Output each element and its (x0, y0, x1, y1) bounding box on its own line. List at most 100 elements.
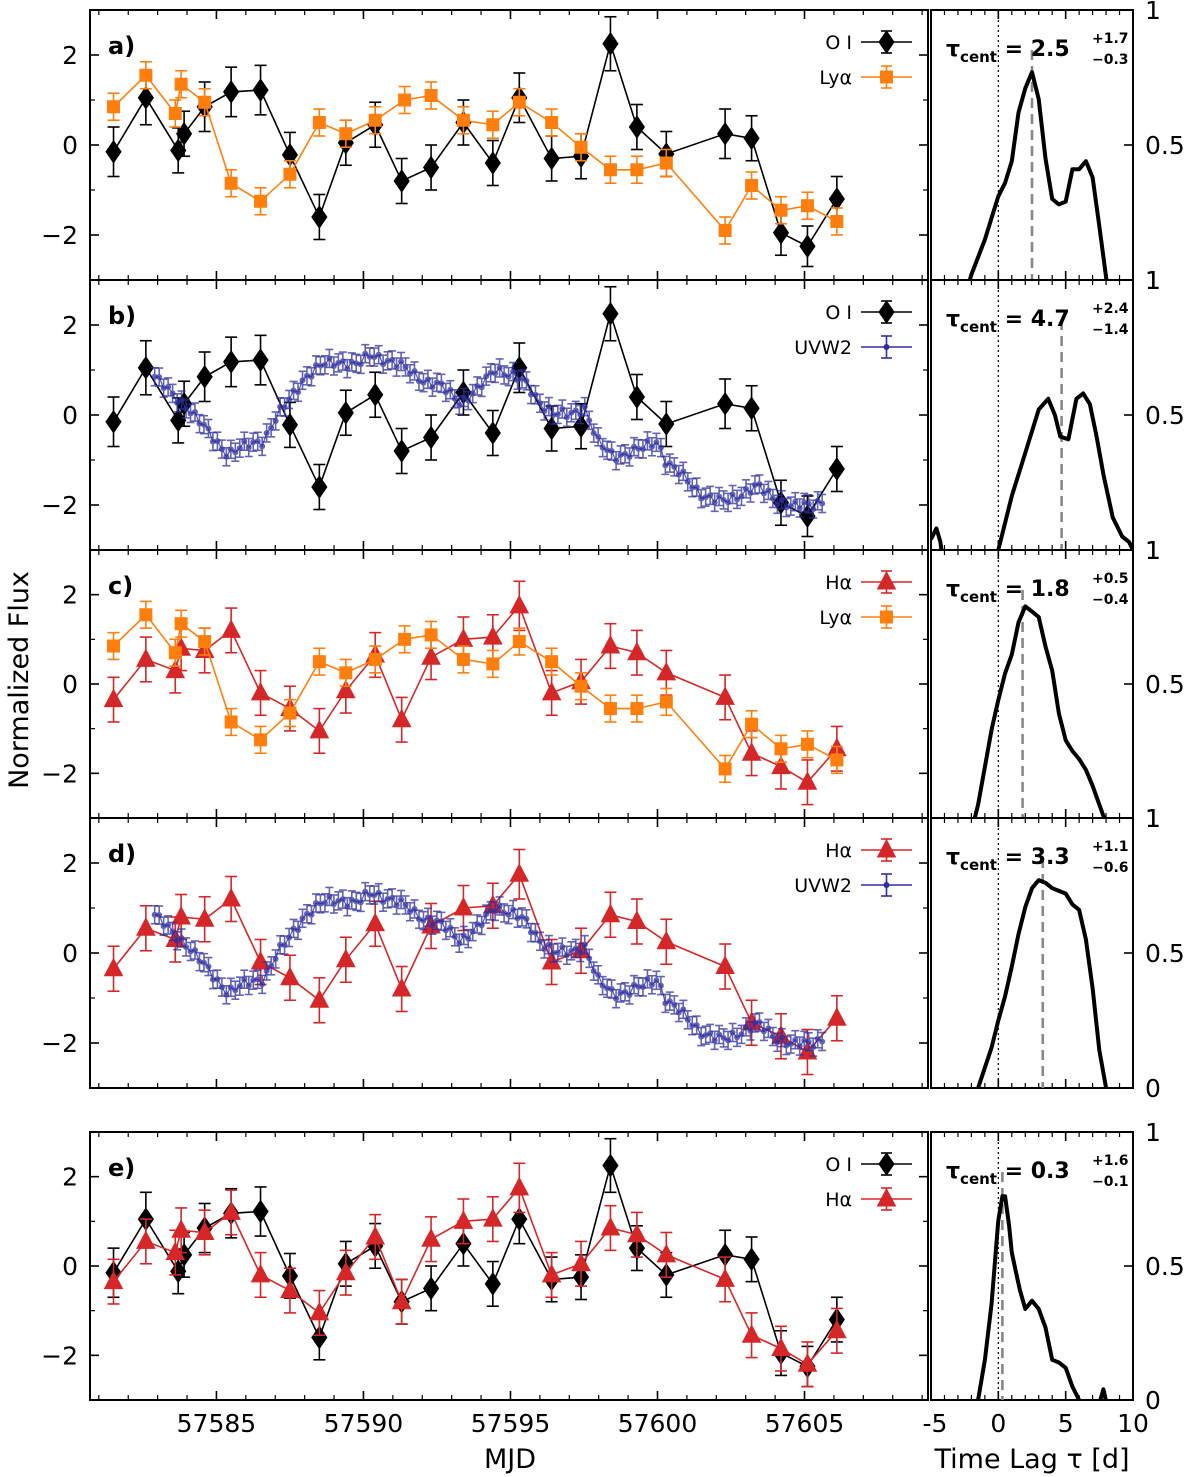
data-point (627, 629, 647, 676)
ccf-curve (972, 604, 1107, 818)
tau-annotation: τcent = 2.5 +1.7 −0.3 (946, 31, 1129, 68)
point-marker (283, 167, 297, 181)
data-point (283, 698, 297, 728)
series-group (103, 848, 847, 1076)
y-tick-label: 0 (62, 670, 78, 699)
data-point (661, 455, 670, 476)
data-point (830, 745, 844, 775)
point-marker (362, 888, 369, 895)
point-marker (787, 503, 794, 510)
point-marker (221, 887, 241, 907)
data-point (446, 379, 455, 400)
point-marker (447, 924, 454, 931)
data-point (253, 969, 262, 990)
point-marker (438, 380, 445, 387)
data-point (828, 445, 845, 493)
point-marker (648, 443, 655, 450)
point-marker (137, 355, 154, 380)
data-point (674, 464, 683, 485)
data-point (827, 1307, 847, 1354)
data-point (289, 918, 298, 939)
legend-marker (883, 882, 890, 888)
data-point (105, 396, 122, 448)
data-point (424, 620, 438, 650)
data-point (486, 649, 500, 679)
point-marker (656, 661, 677, 681)
point-marker (483, 911, 490, 918)
data-point (391, 1278, 412, 1325)
point-marker (631, 981, 638, 988)
point-marker (103, 688, 124, 708)
data-point (627, 898, 647, 945)
data-point (393, 157, 410, 205)
point-marker (603, 702, 617, 716)
point-marker (545, 116, 559, 129)
point-marker (254, 438, 261, 445)
tau-label: τcent = 4.7 (946, 307, 1070, 336)
point-marker (280, 966, 300, 986)
point-marker (550, 412, 557, 419)
point-marker (227, 984, 234, 991)
point-marker (599, 444, 606, 451)
tau-subscript: cent (960, 588, 997, 606)
data-point (558, 937, 567, 957)
point-marker (541, 945, 548, 952)
point-marker (453, 1210, 474, 1229)
point-marker (353, 360, 360, 367)
point-marker (309, 719, 330, 739)
point-marker (487, 369, 494, 376)
data-point (743, 1236, 760, 1283)
data-point (370, 347, 379, 367)
point-marker (600, 1216, 621, 1236)
tau-value: 4.7 (1031, 307, 1070, 332)
point-marker (797, 771, 818, 790)
data-point (302, 903, 311, 924)
data-point (285, 927, 294, 948)
legend-marker (876, 1187, 897, 1207)
data-point (347, 890, 356, 910)
point-marker (198, 95, 212, 109)
data-point (410, 361, 419, 381)
point-marker (720, 1034, 727, 1041)
data-point (715, 1024, 724, 1045)
point-marker (675, 1009, 682, 1016)
data-point (367, 371, 384, 419)
data-point (271, 411, 280, 431)
point-marker (483, 373, 490, 380)
data-point (800, 191, 814, 221)
data-point (741, 1312, 762, 1359)
point-marker (308, 911, 315, 918)
data-point (652, 432, 661, 453)
legend-marker (878, 30, 895, 54)
data-point (103, 676, 124, 723)
point-marker (626, 991, 633, 998)
point-marker (103, 1270, 124, 1290)
point-marker (617, 989, 624, 996)
data-point (800, 492, 809, 513)
point-marker (656, 930, 677, 950)
data-point (298, 908, 307, 929)
data-point (612, 450, 621, 471)
point-marker (666, 460, 673, 467)
data-point (311, 463, 328, 511)
point-marker (424, 914, 431, 921)
data-point (567, 403, 576, 423)
point-marker (509, 594, 530, 614)
data-point (484, 1260, 501, 1307)
point-marker (602, 31, 619, 56)
data-point (759, 1021, 768, 1042)
point-marker (460, 394, 467, 401)
panel-a: −2 0 2 1 0.5 1 a) τcent = 2.5 +1.7 −0.3 O I Lyα (41, 0, 1185, 295)
data-point (589, 423, 598, 443)
point-marker (769, 1033, 776, 1040)
data-point (531, 922, 540, 943)
point-marker (519, 913, 526, 920)
point-marker (684, 478, 691, 485)
point-marker (433, 379, 440, 386)
data-point (759, 483, 768, 504)
point-marker (250, 439, 257, 446)
point-marker (717, 391, 734, 416)
legend-label: Hα (825, 1189, 852, 1211)
ccf-y-tick-label: 0.5 (1145, 131, 1185, 160)
x-tick-label: 57590 (324, 1409, 404, 1438)
